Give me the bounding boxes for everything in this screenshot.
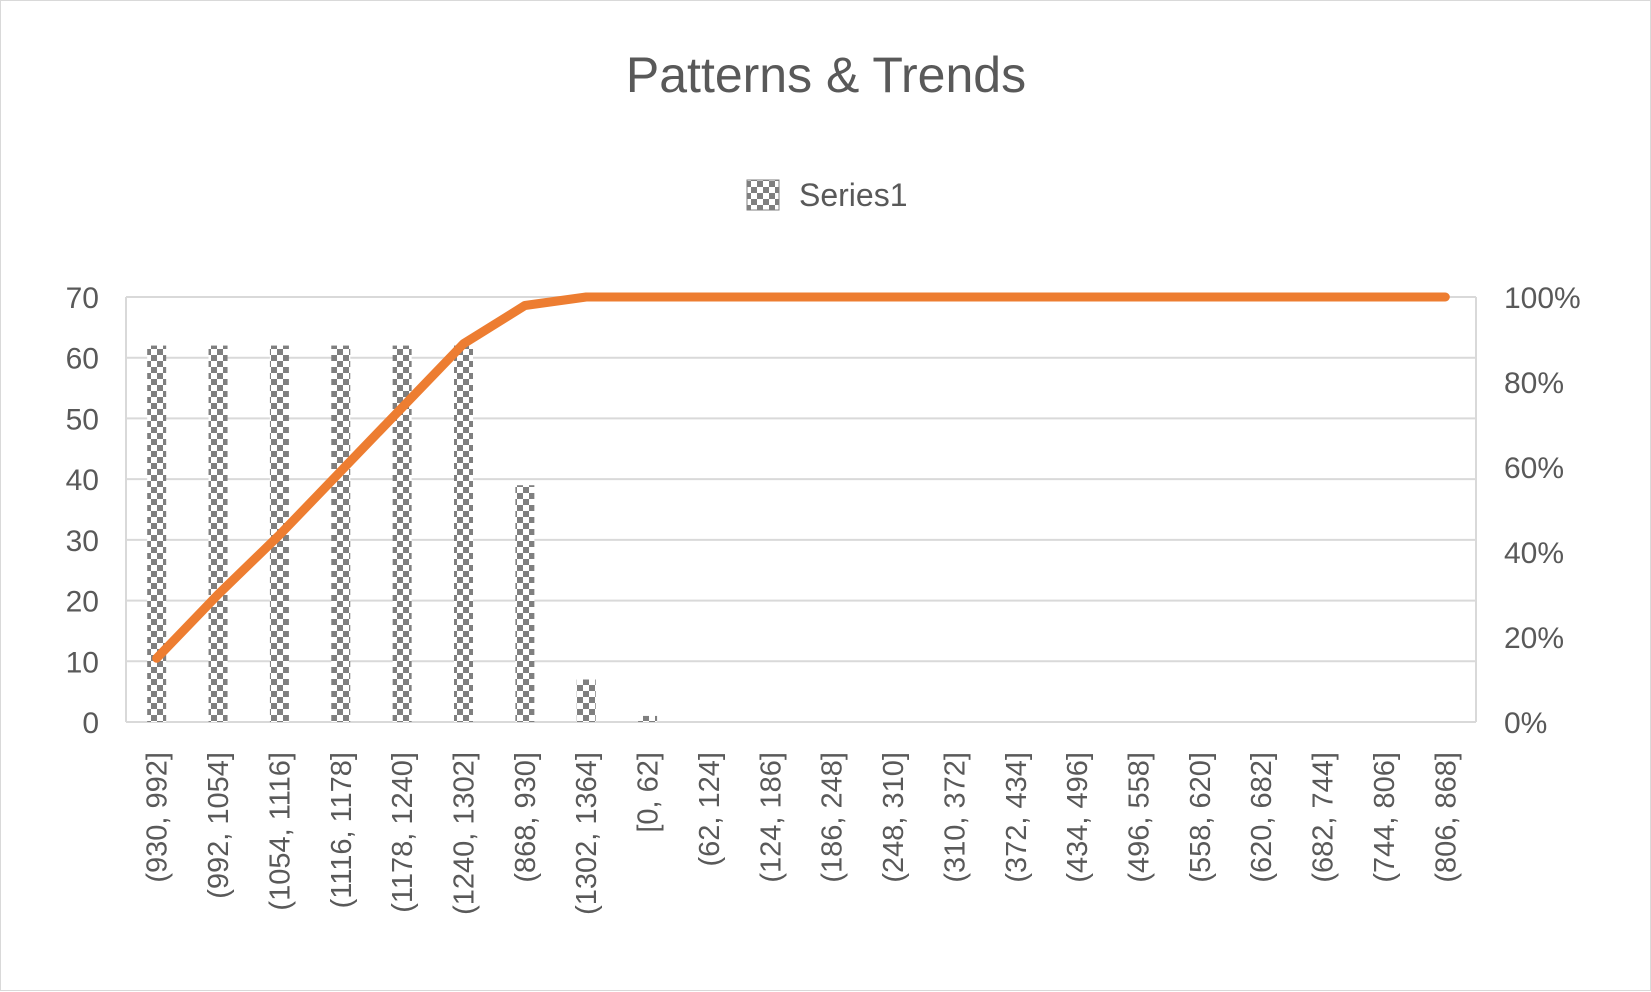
bar xyxy=(515,485,535,722)
x-category-label: (620, 682] xyxy=(1246,752,1278,883)
legend-label-series1: Series1 xyxy=(799,177,908,213)
y-tick-label: 20 xyxy=(66,586,99,619)
y2-tick-label: 80% xyxy=(1504,367,1564,400)
x-category-label: (1302, 1364] xyxy=(571,752,603,915)
y2-tick-label: 40% xyxy=(1504,537,1564,570)
bar xyxy=(392,345,412,722)
x-category-label: (868, 930] xyxy=(510,752,542,883)
x-category-label: (992, 1054] xyxy=(203,752,235,899)
x-category-label: (496, 558] xyxy=(1124,752,1156,883)
x-category-label: (372, 434] xyxy=(1001,752,1033,883)
x-category-label: (1116, 1178] xyxy=(326,752,358,908)
bar xyxy=(208,345,228,722)
x-category-label: (930, 992] xyxy=(142,752,174,883)
cumulative-percentage-line xyxy=(152,292,1450,663)
gridlines xyxy=(125,296,1477,723)
bar xyxy=(638,715,658,722)
bar xyxy=(331,345,351,722)
x-category-label: (682, 744] xyxy=(1308,752,1340,883)
y-tick-label: 10 xyxy=(66,646,99,679)
x-category-label: (806, 868] xyxy=(1430,752,1462,883)
legend: Series1 xyxy=(746,177,908,213)
x-category-label: (186, 248] xyxy=(817,752,849,883)
y2-tick-label: 0% xyxy=(1504,707,1547,740)
y-tick-label: 40 xyxy=(66,464,99,497)
x-category-label: (1240, 1302] xyxy=(449,752,481,915)
x-category-label: (124, 186] xyxy=(755,752,787,883)
bar xyxy=(454,345,473,722)
x-category-label: [0, 62] xyxy=(633,752,665,833)
y-tick-label: 0 xyxy=(82,707,99,740)
x-category-label: (248, 310] xyxy=(878,752,910,883)
primary-y-axis-ticks: 0 10 20 30 40 50 60 70 xyxy=(66,282,99,740)
chart-title: Patterns & Trends xyxy=(626,47,1026,103)
y-tick-label: 30 xyxy=(66,525,99,558)
y-tick-label: 60 xyxy=(66,343,99,376)
x-category-label: (62, 124] xyxy=(694,752,726,866)
y-tick-label: 50 xyxy=(66,403,99,436)
category-axis-labels: (930, 992] (992, 1054] (1054, 1116] (1116, … xyxy=(142,752,1463,915)
y-tick-label: 70 xyxy=(66,282,99,315)
secondary-y-axis-ticks: 0% 20% 40% 60% 80% 100% xyxy=(1504,282,1581,740)
x-category-label: (434, 496] xyxy=(1062,752,1094,883)
x-category-label: (1178, 1240] xyxy=(387,752,419,913)
x-category-label: (558, 620] xyxy=(1185,752,1217,883)
bar xyxy=(576,679,596,722)
x-category-label: (744, 806] xyxy=(1369,752,1401,883)
y2-tick-label: 100% xyxy=(1504,282,1581,315)
x-category-label: (1054, 1116] xyxy=(264,752,296,911)
cumulative-line xyxy=(152,292,1450,663)
legend-swatch-series1 xyxy=(746,179,780,211)
y2-tick-label: 20% xyxy=(1504,622,1564,655)
bar xyxy=(147,345,167,722)
x-category-label: (310, 372] xyxy=(939,752,971,883)
y2-tick-label: 60% xyxy=(1504,452,1564,485)
